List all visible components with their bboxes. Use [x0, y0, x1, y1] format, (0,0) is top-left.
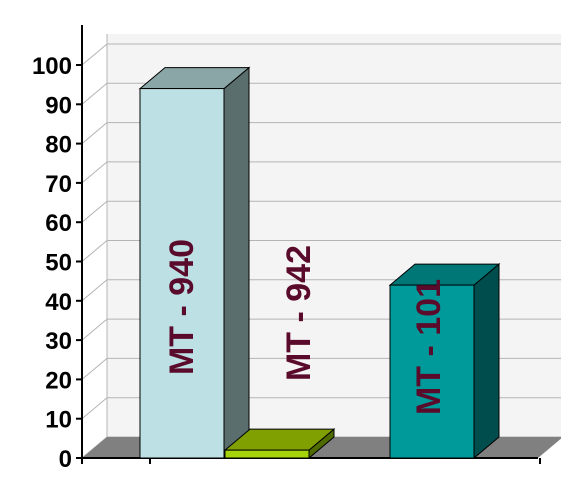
bar-3 — [388, 263, 501, 460]
bar-2 — [223, 428, 336, 460]
y-tick-label: 90 — [45, 92, 72, 119]
y-tick-label: 80 — [45, 132, 72, 159]
y-tick-label: 20 — [45, 367, 72, 394]
y-tick-label: 50 — [45, 250, 72, 277]
y-tick-label: 70 — [45, 171, 72, 198]
y-tick-label: 10 — [45, 407, 72, 434]
bars-group: MT - 940 MT - 942 MT - 101 — [138, 66, 501, 460]
y-tick-label: 0 — [59, 446, 72, 472]
category-label: MT - 942 — [280, 245, 318, 381]
y-tick-label: 60 — [45, 210, 72, 237]
y-tick-label: 100 — [32, 53, 72, 80]
bar-side-face — [223, 66, 250, 460]
bar-front-face — [389, 284, 475, 459]
bar-side-face — [473, 263, 500, 460]
y-tick-label: 40 — [45, 289, 72, 316]
y-tick-label: 30 — [45, 328, 72, 355]
category-label: MT - 101 — [410, 279, 448, 415]
bar-front-face — [139, 88, 225, 459]
bar-front-face — [224, 449, 310, 459]
bar-1 — [138, 66, 251, 460]
category-label: MT - 940 — [163, 239, 201, 375]
